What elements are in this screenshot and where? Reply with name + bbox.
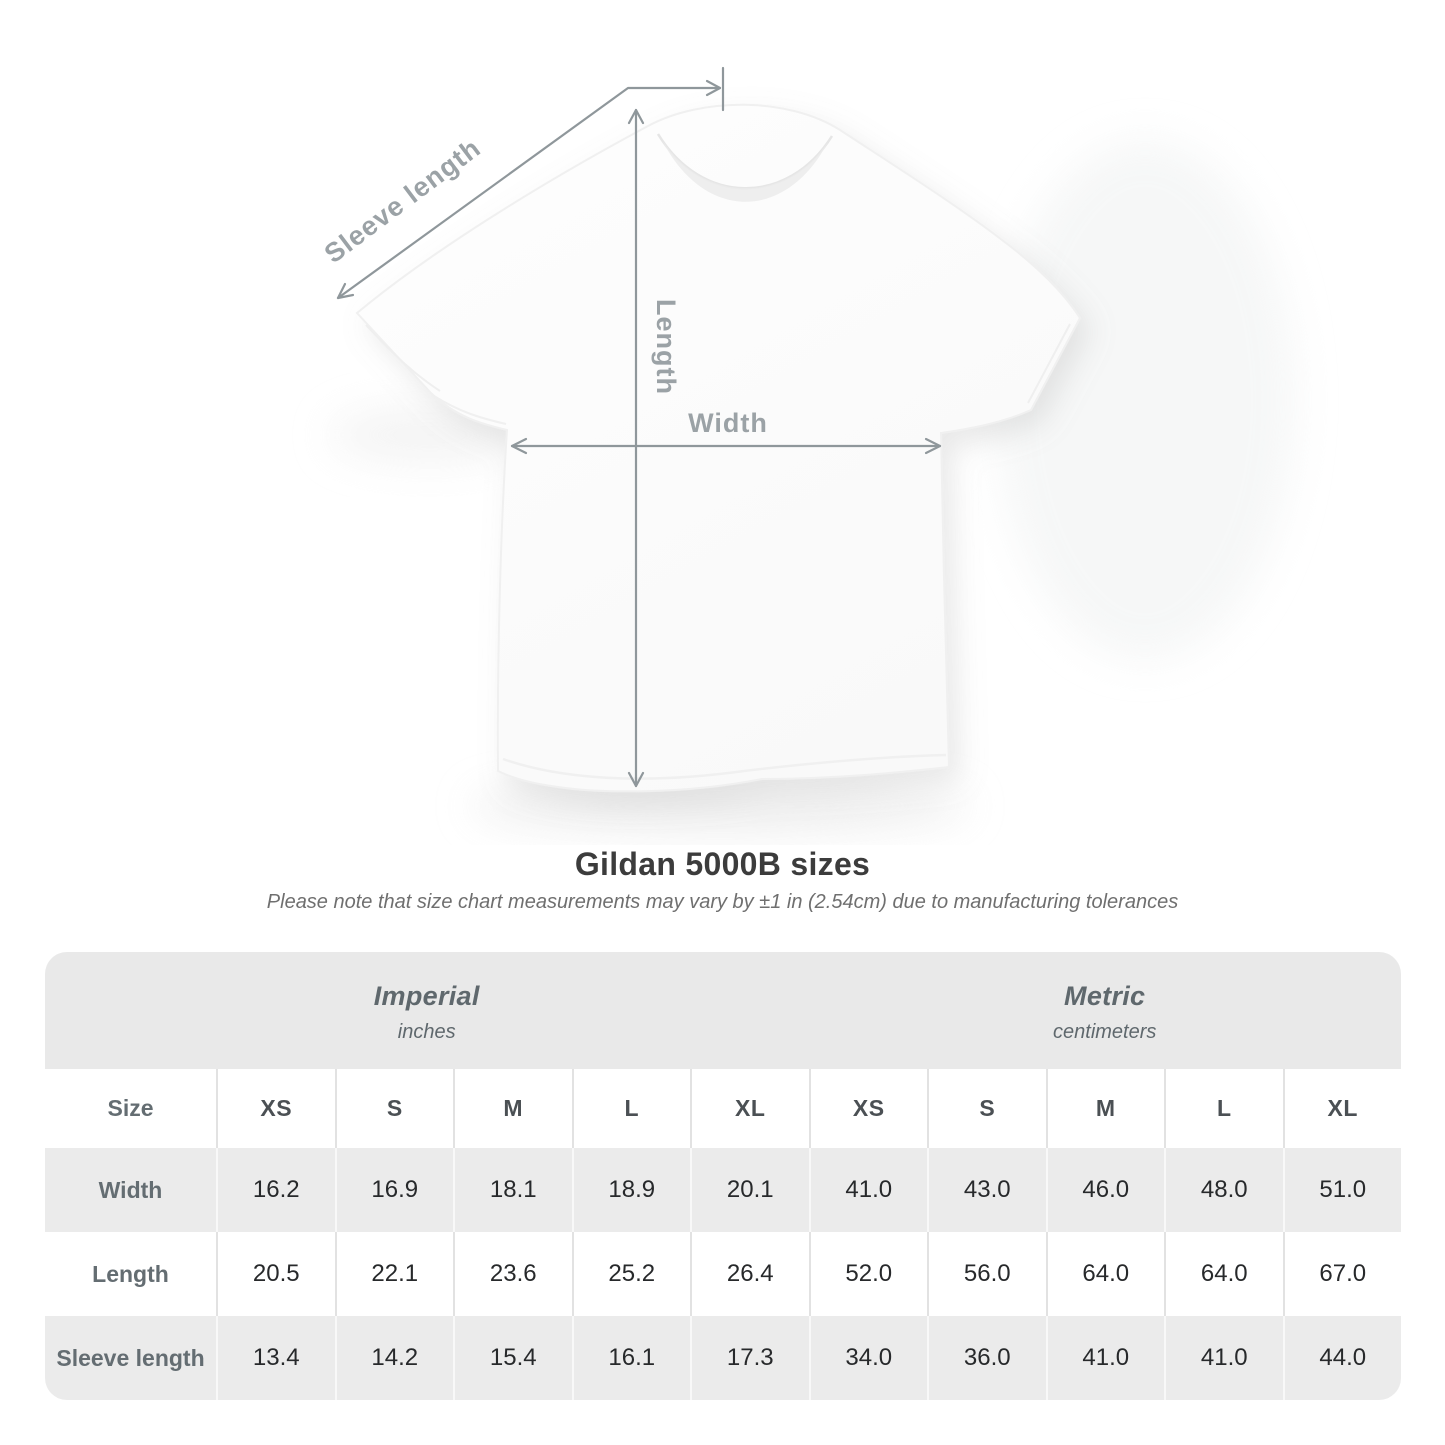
arrowhead-up-icon — [627, 108, 645, 125]
tshirt-body — [355, 103, 1082, 793]
unit-system-band: Imperial inches Metric centimeters — [45, 952, 1401, 1069]
metric-unit: centimeters — [1053, 1021, 1157, 1043]
size-value-cell: 43.0 — [927, 1148, 1046, 1232]
length-label: Length — [651, 299, 681, 395]
size-value-cell: 48.0 — [1164, 1148, 1283, 1232]
sleeve-length-line — [336, 86, 722, 300]
arrowhead-right-icon — [705, 79, 722, 97]
size-header-imperial-xl: XL — [690, 1069, 809, 1148]
size-value-cell: 34.0 — [808, 1316, 928, 1400]
size-header-imperial-s: S — [334, 1069, 454, 1148]
size-header-imperial-xs: XS — [216, 1069, 335, 1148]
size-value-cell: 25.2 — [571, 1232, 691, 1316]
size-value-cell: 14.2 — [334, 1316, 454, 1400]
size-header-metric-l: L — [1164, 1069, 1283, 1148]
left-cuff-seam — [365, 324, 441, 392]
table-row-length: Length 20.5 22.1 23.6 25.2 26.4 52.0 56.… — [45, 1232, 1401, 1316]
size-value-cell: 23.6 — [453, 1232, 572, 1316]
size-value-cell: 20.1 — [690, 1148, 809, 1232]
size-value-cell: 41.0 — [1045, 1316, 1165, 1400]
table-row-sleeve-length: Sleeve length 13.4 14.2 15.4 16.1 17.3 3… — [45, 1316, 1401, 1400]
size-header-row: Size XS S M L XL XS S M L XL — [45, 1069, 1401, 1148]
size-header-metric-xs: XS — [808, 1069, 928, 1148]
imperial-unit: inches — [397, 1021, 456, 1043]
sleeve-length-measure — [336, 66, 725, 300]
metric-header: Metric centimeters — [808, 952, 1401, 1069]
size-header-metric-xl: XL — [1282, 1069, 1402, 1148]
size-value-cell: 64.0 — [1164, 1232, 1283, 1316]
size-value-cell: 20.5 — [216, 1232, 335, 1316]
arrowhead-left-icon — [510, 437, 528, 455]
size-value-cell: 56.0 — [927, 1232, 1046, 1316]
tshirt-graphic — [355, 103, 1082, 793]
right-cuff-seam — [1027, 323, 1071, 404]
size-value-cell: 16.2 — [216, 1148, 335, 1232]
size-header-imperial-l: L — [571, 1069, 691, 1148]
neck-opening — [662, 140, 828, 202]
row-label: Sleeve length — [56, 1344, 205, 1371]
metric-title: Metric — [1064, 981, 1146, 1011]
measurement-annotations — [336, 66, 942, 788]
page-subtitle: Please note that size chart measurements… — [266, 891, 1179, 913]
size-value-cell: 15.4 — [453, 1316, 572, 1400]
page-title: Gildan 5000B sizes — [574, 846, 871, 882]
size-value-cell: 18.1 — [453, 1148, 572, 1232]
size-value-cell: 13.4 — [216, 1316, 335, 1400]
size-value-cell: 16.9 — [334, 1148, 454, 1232]
tshirt-diagram: Sleeve length Length Width — [319, 66, 1295, 832]
width-label: Width — [688, 408, 768, 438]
size-table: Imperial inches Metric centimeters Size … — [45, 952, 1401, 1400]
background-shadows — [330, 140, 1295, 832]
arrowhead-down-left-icon — [336, 282, 355, 300]
size-header-metric-m: M — [1045, 1069, 1165, 1148]
size-value-cell: 44.0 — [1282, 1316, 1402, 1400]
size-value-cell: 18.9 — [571, 1148, 691, 1232]
left-sleeve-fold — [433, 395, 507, 425]
size-value-cell: 52.0 — [808, 1232, 928, 1316]
arrowhead-right-icon — [924, 437, 942, 455]
size-value-cell: 17.3 — [690, 1316, 809, 1400]
table-row-width: Width 16.2 16.9 18.1 18.9 20.1 41.0 43.0… — [45, 1148, 1401, 1232]
hem-stitch — [502, 753, 947, 780]
size-value-cell: 22.1 — [334, 1232, 454, 1316]
size-value-cell: 67.0 — [1282, 1232, 1402, 1316]
size-value-cell: 36.0 — [927, 1316, 1046, 1400]
width-measure — [510, 437, 942, 455]
size-value-cell: 64.0 — [1045, 1232, 1165, 1316]
size-value-cell: 26.4 — [690, 1232, 809, 1316]
arrowhead-down-icon — [627, 771, 645, 788]
size-header-metric-s: S — [927, 1069, 1046, 1148]
length-measure — [627, 108, 645, 788]
size-value-cell: 51.0 — [1282, 1148, 1402, 1232]
size-value-cell: 41.0 — [1164, 1316, 1283, 1400]
tshirt-figure: Sleeve length Length Width — [319, 66, 1295, 832]
imperial-header: Imperial inches — [45, 952, 808, 1069]
size-header-imperial-m: M — [453, 1069, 572, 1148]
row-label: Width — [98, 1176, 163, 1203]
size-value-cell: 46.0 — [1045, 1148, 1165, 1232]
imperial-title: Imperial — [373, 981, 480, 1011]
row-label: Length — [92, 1260, 169, 1287]
size-value-cell: 16.1 — [571, 1316, 691, 1400]
size-value-cell: 41.0 — [808, 1148, 928, 1232]
size-column-label: Size — [107, 1095, 154, 1121]
